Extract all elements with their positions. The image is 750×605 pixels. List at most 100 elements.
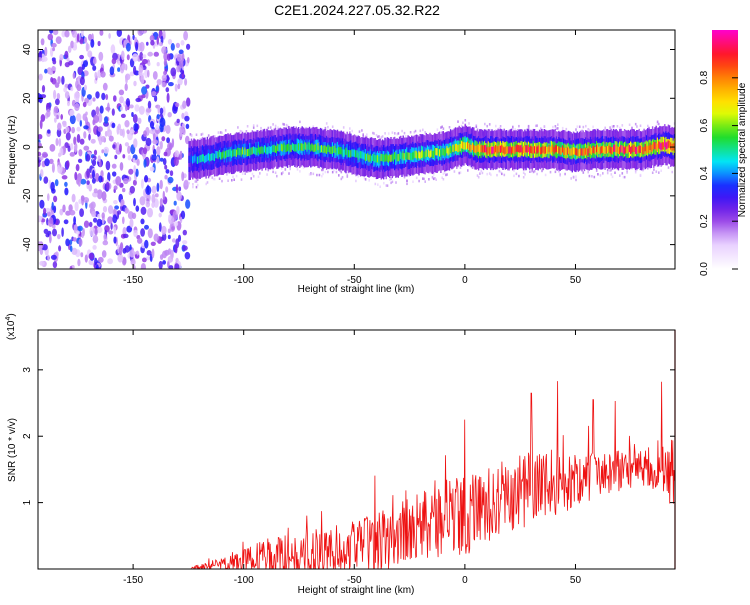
noise-cell [51,162,55,173]
halo-cell [611,125,614,128]
ridge-cell [267,146,269,155]
halo-cell [395,181,397,184]
halo-cell [250,177,252,180]
noise-cell [69,266,73,269]
ridge-cell [633,144,635,152]
noise-cell [50,77,54,83]
ridge-cell [249,148,251,156]
noise-cell [165,124,171,134]
ridge-cell [349,150,351,158]
noise-cell [135,97,141,103]
ridge-cell [448,147,451,155]
ridge-cell [260,146,262,154]
noise-cell [44,158,50,167]
ridge-cell [299,143,301,152]
ridge-cell [515,144,517,152]
noise-cell [99,105,104,114]
noise-cell [101,212,105,220]
ridge-cell [647,145,649,153]
noise-cell [156,182,160,192]
halo-cell [190,134,193,137]
halo-cell [440,126,442,129]
halo-cell [581,129,583,133]
halo-cell [361,129,363,132]
ridge-cell [227,149,229,158]
noise-cell [145,84,150,89]
noise-cell [105,94,109,100]
ridge-cell [482,145,485,153]
ridge-cell [385,153,387,161]
ridge-cell [425,149,427,157]
noise-cell [77,258,81,267]
noise-cell [158,42,163,47]
noise-cell [61,75,65,85]
heatmap-cells [38,30,675,269]
ridge-cell [481,145,483,153]
noise-cell [74,171,78,181]
halo-cell [524,173,526,176]
halo-cell [340,177,343,181]
noise-cell [96,189,103,200]
halo-cell [588,128,591,132]
halo-cell [305,126,307,130]
halo-cell [196,178,199,181]
noise-cell [41,85,46,93]
noise-cell [93,217,98,223]
noise-cell [83,60,88,68]
halo-cell [558,170,560,173]
ridge-cell [648,145,650,153]
ridge-cell [555,144,558,153]
noise-cell [57,122,62,131]
noise-cell [108,205,114,215]
ridge-cell [198,156,200,164]
colorbar: 0.0 0.2 0.4 0.6 0.8 [699,30,738,276]
noise-cell [107,216,113,224]
ridge-cell [429,150,431,159]
ridge-cell [200,154,202,163]
halo-cell [531,169,534,172]
halo-cell [226,173,228,176]
noise-cell [88,252,95,260]
ridge-cell [490,146,492,154]
halo-cell [389,178,391,181]
noise-cell [133,65,137,75]
noise-cell [142,147,148,155]
halo-cell [622,175,625,179]
noise-cell [48,158,54,165]
ridge-cell [519,145,521,153]
ridge-cell [605,146,608,154]
halo-cell [575,178,577,182]
halo-cell [246,170,249,173]
noise-cell [119,96,124,104]
halo-cell [237,126,239,129]
noise-cell [49,144,56,152]
halo-cell [414,129,417,133]
ridge-cell [224,151,227,159]
ridge-cell [480,144,482,153]
ridge-cell [430,149,432,157]
halo-cell [241,172,244,175]
noise-cell [114,154,118,160]
ridge-cell [595,145,598,153]
noise-cell [133,165,136,174]
noise-cell [53,89,57,100]
ridge-cell [330,146,333,155]
top-axes: -150 -100 -50 0 50 -40 -20 0 20 40 [22,30,675,286]
noise-cell [95,172,100,182]
halo-cell [626,169,628,172]
ridge-cell [339,147,341,155]
halo-cell [595,169,598,172]
noise-cell [43,176,49,184]
ridge-cell [412,152,414,160]
ridge-cell [279,143,281,151]
halo-cell [397,132,400,135]
noise-cell [173,156,179,166]
noise-cell [151,154,157,161]
ridge-cell [350,150,352,158]
ridge-cell [469,144,471,152]
halo-cell [639,124,642,127]
noise-cell [151,91,157,97]
noise-cell [93,149,98,156]
noise-cell [156,36,159,45]
noise-cell [159,140,163,150]
